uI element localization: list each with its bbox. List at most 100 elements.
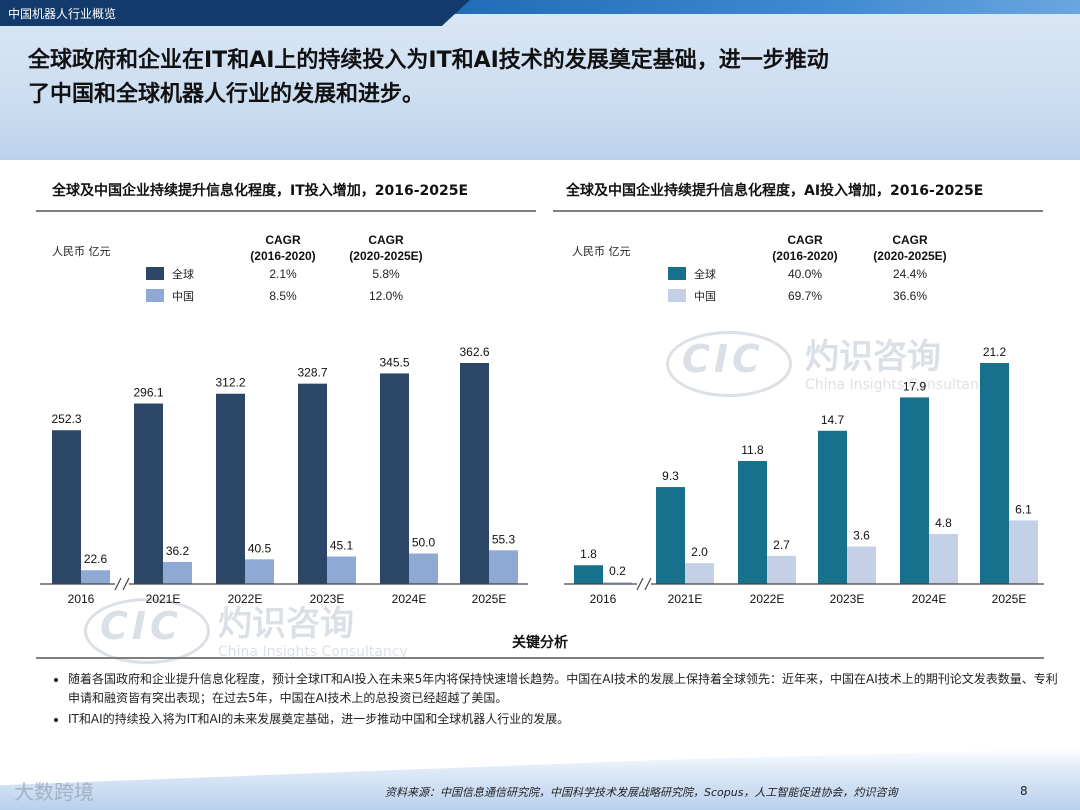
- ai-category-label: 2016: [590, 592, 617, 606]
- it-bar-china: [489, 550, 518, 584]
- watermark-top-right: CIC 灼识咨询 China Insights Consultancy: [660, 325, 1000, 405]
- it-legend-swatch: [146, 289, 164, 302]
- ai-chart-title: 全球及中国企业持续提升信息化程度，AI投入增加，2016-2025E: [566, 183, 984, 199]
- analysis-bullets: 随着各国政府和企业提升信息化程度，预计全球IT和AI投入在未来5年内将保持快速增…: [48, 670, 1058, 731]
- headline-line-1: 全球政府和企业在IT和AI上的持续投入为IT和AI技术的发展奠定基础，进一步推动: [28, 48, 829, 73]
- it-legend-label: 中国: [172, 290, 194, 303]
- ai-cagr-header: CAGR: [787, 233, 823, 247]
- ai-legend-label: 全球: [694, 267, 716, 281]
- ai-category-label: 2024E: [912, 592, 947, 606]
- analysis-bullet: IT和AI的持续投入将为IT和AI的未来发展奠定基础，进一步推动中国和全球机器人…: [68, 710, 1058, 729]
- it-bar-label: 40.5: [248, 541, 272, 555]
- ai-legend-label: 中国: [694, 290, 716, 303]
- ai-legend-swatch: [668, 289, 686, 302]
- it-category-label: 2016: [68, 592, 95, 606]
- it-cagr-header: CAGR: [265, 233, 301, 247]
- it-axis-break-mark: [114, 577, 122, 591]
- corner-logo: 大数跨境: [14, 780, 94, 804]
- ai-bar-global: [818, 430, 847, 584]
- it-unit-label: 人民币 亿元: [52, 245, 111, 258]
- it-bar-global: [216, 393, 245, 584]
- it-bar-label: 252.3: [51, 412, 81, 426]
- it-bar-label: 345.5: [379, 355, 409, 369]
- it-bar-global: [380, 373, 409, 584]
- it-cagr-value: 2.1%: [269, 267, 297, 281]
- ai-axis-break-mark: [644, 577, 652, 591]
- it-bar-global: [298, 383, 327, 584]
- ai-bar-label: 3.6: [853, 528, 870, 542]
- it-bar-china: [245, 559, 274, 584]
- ai-cagr-value: 40.0%: [788, 267, 822, 281]
- ai-cagr-header: (2016-2020): [772, 249, 837, 263]
- ai-axis-break-mark: [636, 577, 644, 591]
- section-tab: 中国机器人行业概览: [0, 0, 470, 26]
- watermark-mark: CIC: [100, 604, 182, 648]
- ai-chart-title-rule: [553, 210, 1043, 212]
- it-bar-global: [134, 403, 163, 584]
- watermark-ring-icon: [666, 331, 792, 397]
- ai-bar-label: 11.8: [741, 443, 764, 457]
- ai-cagr-value: 24.4%: [893, 267, 927, 281]
- header-accent-stripe: [440, 0, 1080, 14]
- it-axis-break-gap: [115, 578, 129, 590]
- source-note: 资料来源：中国信息通信研究院，中国科学技术发展战略研究院，Scopus，人工智能…: [385, 786, 898, 799]
- it-category-label: 2023E: [310, 592, 345, 606]
- ai-cagr-header: (2020-2025E): [873, 249, 946, 263]
- ai-category-label: 2022E: [750, 592, 785, 606]
- it-chart-title-rule: [36, 210, 536, 212]
- ai-legend-swatch: [668, 267, 686, 280]
- ai-bar-label: 9.3: [662, 469, 679, 483]
- ai-cagr-header: CAGR: [892, 233, 928, 247]
- it-bar-china: [327, 556, 356, 584]
- it-cagr-header: (2020-2025E): [349, 249, 422, 263]
- it-chart-title: 全球及中国企业持续提升信息化程度，IT投入增加，2016-2025E: [52, 183, 469, 199]
- it-bar-china: [409, 553, 438, 584]
- ai-bar-label: 21.2: [983, 345, 1007, 359]
- it-bar-label: 296.1: [133, 386, 163, 400]
- it-bar-china: [163, 561, 192, 584]
- headline-line-2: 了中国和全球机器人行业的发展和进步。: [28, 82, 425, 107]
- ai-unit-label: 人民币 亿元: [572, 245, 631, 258]
- it-cagr-header: (2016-2020): [250, 249, 315, 263]
- analysis-rule: [36, 657, 1044, 659]
- ai-bar-label: 17.9: [903, 379, 927, 393]
- ai-bar-label: 0.2: [609, 564, 626, 578]
- ai-bar-global: [656, 487, 685, 584]
- it-bar-label: 36.2: [166, 544, 190, 558]
- it-bar-label: 328.7: [297, 366, 327, 380]
- watermark-name-en: China Insights Consultancy: [805, 377, 995, 393]
- it-bar-label: 22.6: [84, 552, 108, 566]
- ai-bar-label: 6.1: [1015, 502, 1032, 516]
- ai-bar-china: [767, 555, 796, 584]
- it-axis-break-mark: [122, 577, 130, 591]
- ai-bar-label: 14.7: [821, 413, 845, 427]
- ai-bar-china: [603, 581, 632, 584]
- it-category-label: 2025E: [472, 592, 507, 606]
- ai-category-label: 2023E: [830, 592, 865, 606]
- watermark-ring-icon: [84, 598, 210, 664]
- ai-bar-global: [900, 397, 929, 584]
- watermark-name-en: China Insights Consultancy: [218, 644, 408, 660]
- it-bar-label: 50.0: [412, 536, 436, 550]
- ai-bar-label: 1.8: [580, 547, 597, 561]
- ai-cagr-value: 36.6%: [893, 289, 927, 303]
- it-cagr-value: 5.8%: [372, 267, 400, 281]
- it-bar-china: [81, 570, 110, 584]
- it-bar-label: 362.6: [459, 345, 489, 359]
- it-bar-global: [460, 363, 489, 584]
- watermark-bottom-left: CIC 灼识咨询 China Insights Consultancy: [78, 592, 418, 672]
- ai-axis-break-gap: [637, 578, 651, 590]
- ai-bar-global: [574, 565, 603, 584]
- ai-bar-global: [738, 460, 767, 584]
- it-bar-global: [52, 430, 81, 584]
- ai-bar-label: 4.8: [935, 516, 952, 530]
- page-number: 8: [1020, 784, 1028, 798]
- ai-bar-global: [980, 363, 1009, 584]
- watermark-mark: CIC: [682, 337, 764, 381]
- it-bar-label: 55.3: [492, 532, 516, 546]
- it-cagr-header: CAGR: [368, 233, 404, 247]
- it-legend-swatch: [146, 267, 164, 280]
- ai-bar-china: [1009, 520, 1038, 584]
- it-bar-label: 45.1: [330, 539, 354, 553]
